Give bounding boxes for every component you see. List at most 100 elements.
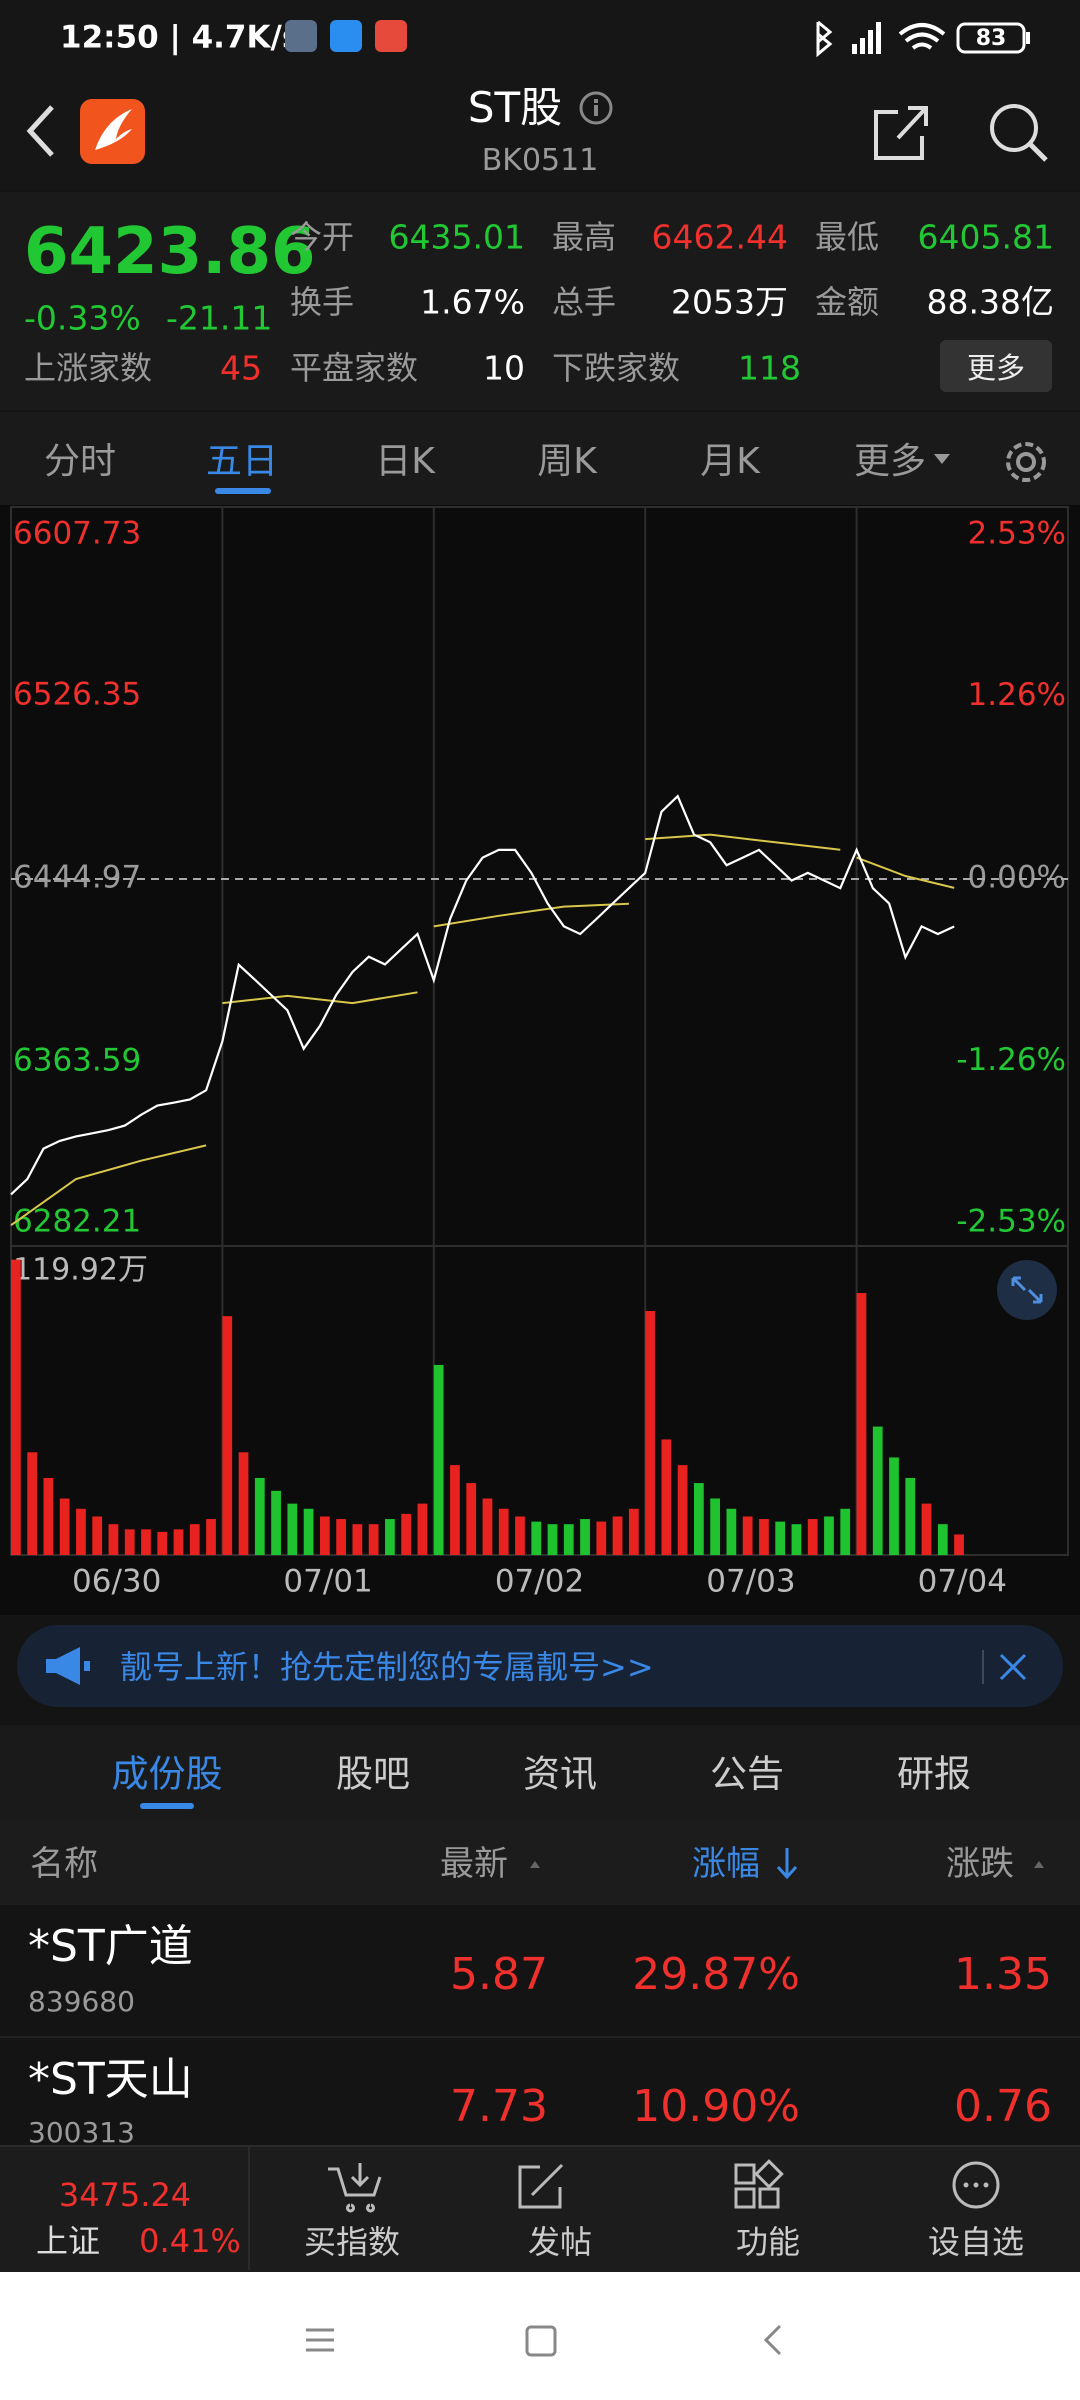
volume-bar [124,1529,135,1555]
field-value: 45 [220,348,262,388]
volume-bar [417,1503,428,1555]
stock-change: 1.35 [954,1949,1052,2000]
field-label: 最高 [552,218,617,256]
home-button[interactable] [525,2325,557,2357]
chart-tab[interactable]: 日K [375,441,435,482]
y-tick-label: 6526.35 [13,677,141,713]
stock-change-pct: 10.90% [632,2081,800,2132]
volume-bar [271,1490,281,1555]
bottom-item[interactable]: 发帖 [527,2223,593,2261]
expand-button[interactable] [997,1260,1057,1320]
section-underline [140,1803,194,1809]
stock-name[interactable]: *ST广道 [28,1921,193,1972]
share-button[interactable] [874,106,928,160]
system-nav [0,2272,1080,2400]
field-label: 下跌家数 [552,349,681,387]
index-change[interactable]: 0.41% [139,2222,241,2260]
volume-bar [498,1508,509,1555]
field-label: 上涨家数 [24,349,153,387]
volume-bar [206,1519,216,1555]
chart-tab[interactable]: 分时 [43,441,117,482]
column-header[interactable]: 涨跌 [946,1844,1014,1884]
battery-level: 83 [975,26,1007,51]
column-header[interactable]: 名称 [30,1844,98,1884]
column-header-active[interactable]: 涨幅 [692,1844,760,1884]
volume-bar [775,1521,786,1555]
last-price: 6423.86 [24,215,316,289]
volume-bar [612,1516,623,1555]
stock-price: 7.73 [450,2081,548,2132]
chart-frame [10,506,1069,1556]
change: -21.11 [166,298,273,338]
header-right [874,104,1048,162]
volume-bar [824,1516,834,1555]
chart-tab[interactable]: 更多 [853,441,927,482]
index-name[interactable]: 上证 [35,2222,101,2260]
stock-name[interactable]: *ST天山 [28,2054,193,2105]
volume-tick-label: 119.92万 [13,1253,148,1288]
banner-text: 靓号上新！抢先定制您的专属靓号>> [120,1648,654,1686]
stock-code: 300313 [28,2116,135,2149]
back-button[interactable] [26,105,54,157]
y2-tick-label: 2.53% [968,516,1066,552]
section-tab[interactable]: 资讯 [523,1752,597,1796]
bottom-item[interactable]: 功能 [735,2223,801,2261]
section-tab[interactable]: 股吧 [336,1752,410,1796]
status-right-icons [816,20,1030,58]
index-value[interactable]: 3475.24 [58,2176,192,2214]
x-tick-label: 07/02 [495,1564,584,1600]
change-pct: -0.33% [24,298,141,338]
volume-bar [563,1524,574,1555]
y-tick-label: 6282.21 [13,1204,141,1240]
field-value: 2053万 [671,282,788,322]
volume-bar [807,1519,818,1555]
five-day-chart: 6607.73 6526.35 6444.97 6363.59 6282.21 2.53%… [0,505,1080,1615]
volume-bar [43,1477,54,1555]
section-tab[interactable]: 公告 [710,1752,784,1796]
banner[interactable] [17,1625,1063,1707]
volume-bar [319,1516,330,1555]
volume-bar [661,1439,672,1555]
section-tab-active[interactable]: 成份股 [111,1752,223,1796]
chart-tab[interactable]: 周K [537,441,597,482]
field-value: 88.38亿 [926,282,1054,322]
volume-bar [742,1516,753,1555]
sort-icon [1034,1861,1044,1868]
x-tick-label: 07/01 [283,1564,372,1600]
volume-bar [433,1364,444,1555]
volume-bar [905,1477,916,1555]
bottom-item[interactable]: 买指数 [303,2223,401,2261]
board-code: BK0511 [481,143,599,178]
field-value: 6435.01 [388,217,525,257]
volume-bar [92,1516,103,1555]
info-icon[interactable] [578,90,614,126]
chart-tab[interactable]: 月K [700,441,760,482]
field-value: 6462.44 [651,217,788,257]
chart-tab-active[interactable]: 五日 [205,441,279,482]
column-header[interactable]: 最新 [440,1844,508,1884]
volume-bar [596,1521,607,1555]
bottom-divider [248,2147,250,2270]
field-value: 6405.81 [917,217,1054,257]
volume-bar [954,1534,964,1555]
more-button[interactable]: 更多 [940,340,1052,392]
page-title: ST股 [467,83,563,132]
chart-tabs [0,412,1080,505]
field-value: 10 [483,348,525,388]
section-tab[interactable]: 研报 [897,1752,971,1796]
volume-bar [580,1519,590,1555]
y-tick-label: 6363.59 [13,1043,141,1079]
search-button[interactable] [990,104,1048,162]
y2-tick-label: -2.53% [956,1204,1066,1240]
volume-bar [466,1483,477,1555]
volume-bar [450,1465,460,1555]
back-nav-button[interactable] [763,2324,782,2356]
settings-button[interactable] [1000,436,1052,488]
volume-bar [173,1529,184,1555]
volume-bar [222,1316,233,1555]
banner-close[interactable] [998,1652,1028,1682]
menu-button[interactable] [306,2328,334,2352]
bottom-icons [328,2159,1000,2213]
bottom-item[interactable]: 设自选 [927,2223,1025,2261]
volume-bar [628,1508,639,1555]
